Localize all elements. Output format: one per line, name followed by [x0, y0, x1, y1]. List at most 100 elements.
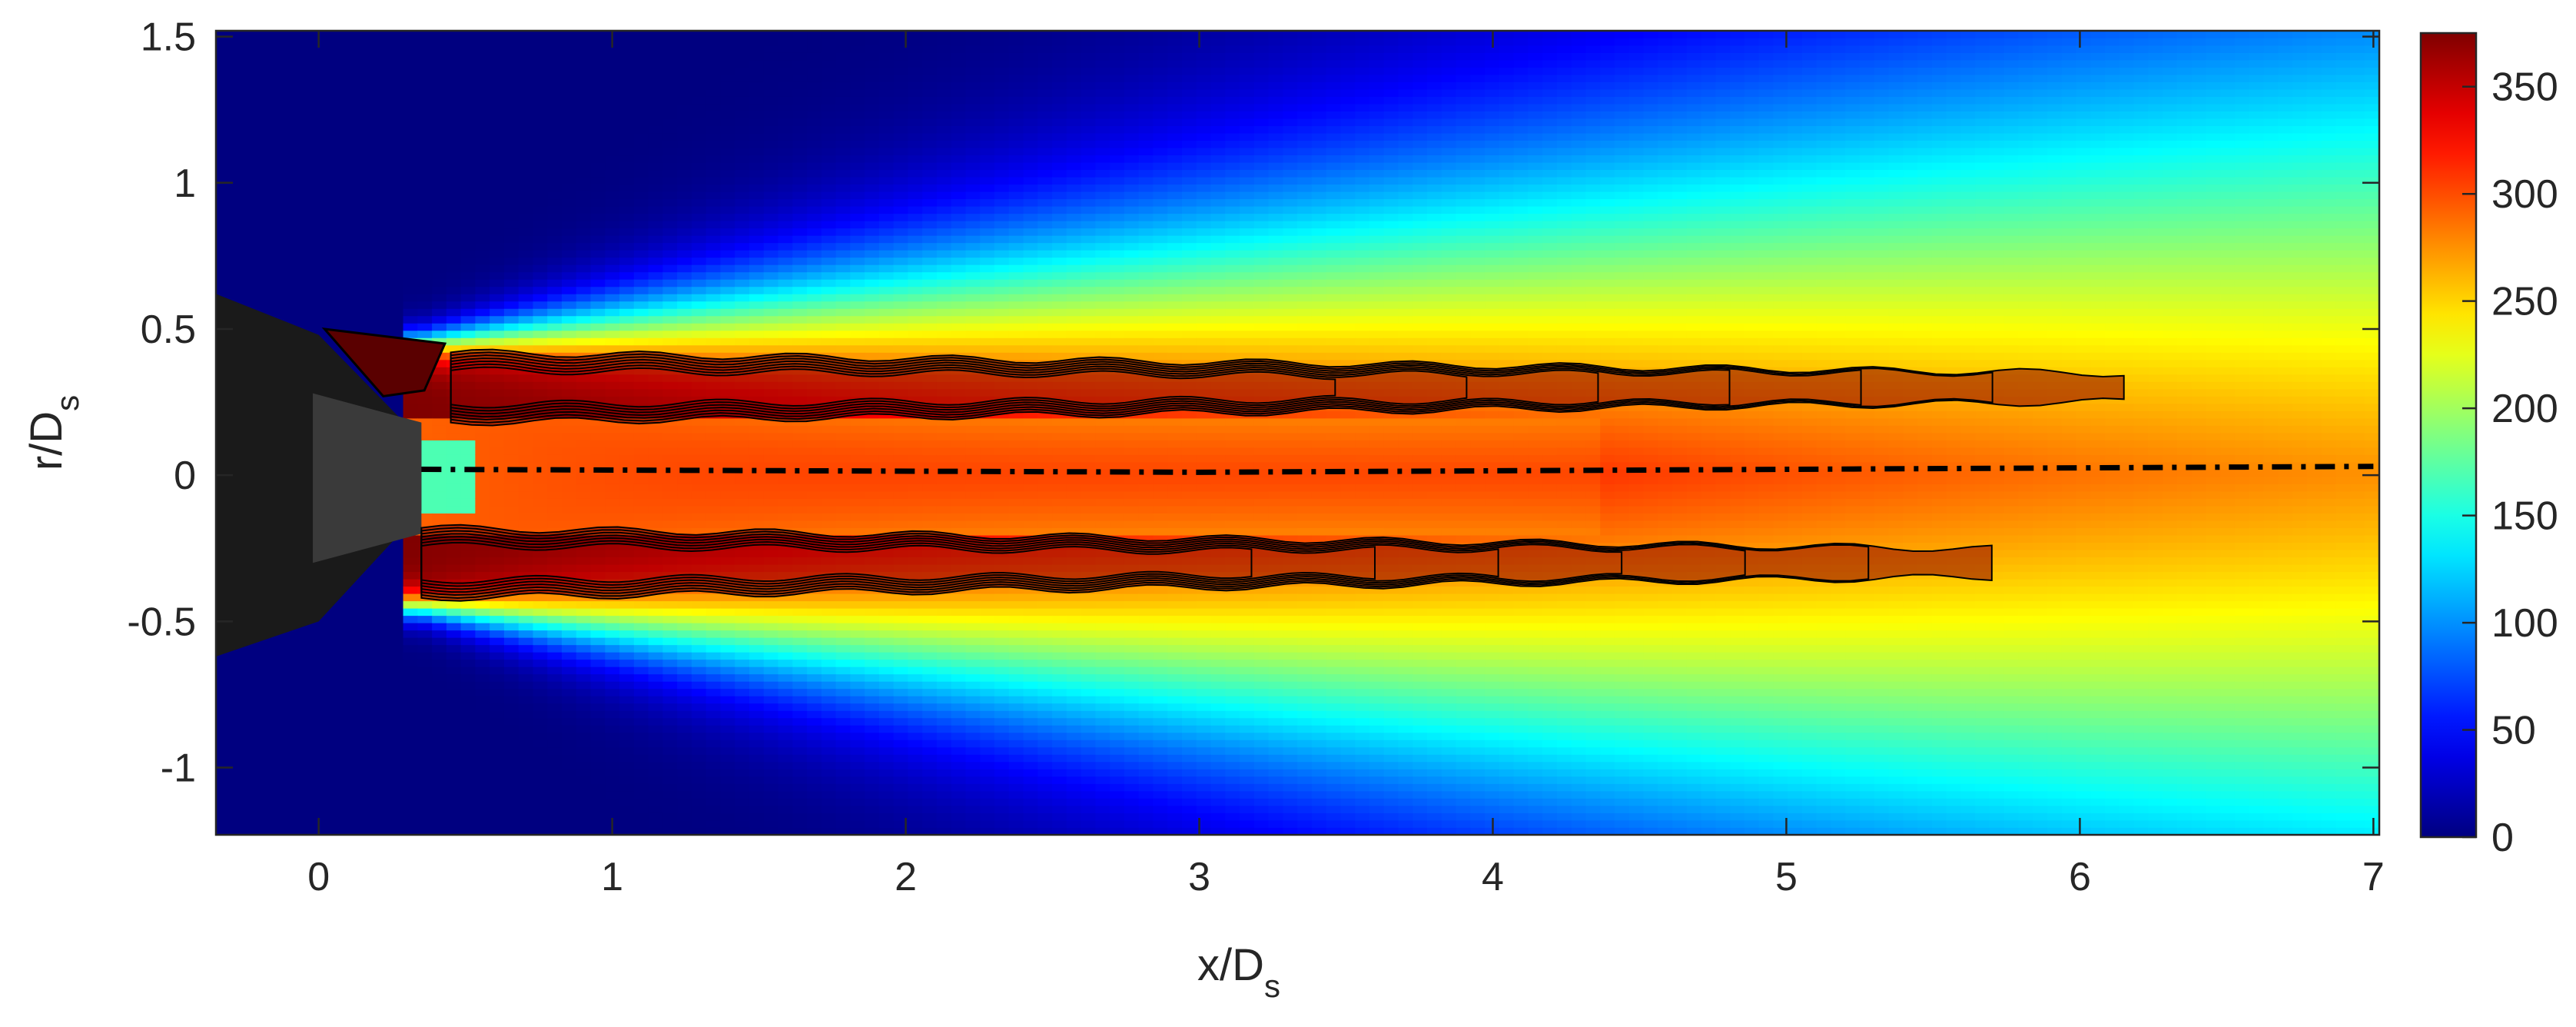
heatmap-cell: [633, 783, 649, 792]
heatmap-cell: [691, 461, 707, 470]
heatmap-cell: [576, 476, 592, 484]
heatmap-cell: [677, 293, 692, 302]
heatmap-cell: [792, 724, 808, 733]
heatmap-cell: [778, 600, 794, 609]
heatmap-cell: [432, 520, 447, 529]
heatmap-cell: [273, 234, 289, 244]
heatmap-cell: [230, 147, 245, 156]
heatmap-cell: [792, 513, 808, 521]
heatmap-cell: [374, 578, 390, 587]
heatmap-cell: [388, 271, 404, 280]
heatmap-cell: [691, 739, 707, 748]
heatmap-cell: [230, 67, 245, 75]
heatmap-cell: [778, 607, 794, 617]
heatmap-cell: [662, 52, 678, 61]
heatmap-cell: [648, 776, 664, 784]
heatmap-cell: [432, 184, 447, 192]
heatmap-cell: [590, 425, 606, 434]
heatmap-cell: [446, 337, 462, 346]
heatmap-cell: [807, 600, 822, 609]
heatmap-cell: [533, 118, 549, 127]
heatmap-cell: [691, 103, 707, 111]
heatmap-cell: [792, 769, 808, 777]
heatmap-cell: [735, 322, 750, 331]
heatmap-cell: [475, 717, 490, 726]
heatmap-cell: [850, 754, 865, 763]
heatmap-cell: [562, 498, 577, 507]
heatmap-cell: [345, 315, 361, 324]
heatmap-cell: [677, 703, 692, 711]
heatmap-cell: [720, 417, 735, 426]
heatmap-cell: [619, 432, 635, 440]
heatmap-cell: [374, 783, 390, 792]
heatmap-cell: [273, 746, 289, 755]
heatmap-cell: [503, 783, 520, 792]
heatmap-cell: [446, 301, 462, 309]
heatmap-cell: [258, 169, 274, 178]
heatmap-cell: [763, 38, 779, 46]
heatmap-cell: [662, 118, 678, 127]
heatmap-cell: [720, 790, 735, 799]
heatmap-cell: [388, 666, 404, 675]
heatmap-cell: [244, 45, 260, 53]
heatmap-cell: [330, 271, 347, 280]
heatmap-cell: [490, 344, 505, 353]
heatmap-cell: [360, 703, 375, 711]
heatmap-cell: [518, 703, 534, 711]
heatmap-cell: [360, 31, 375, 38]
heatmap-cell: [330, 301, 347, 309]
heatmap-cell: [850, 761, 865, 769]
heatmap-cell: [403, 790, 419, 799]
heatmap-cell: [273, 673, 289, 682]
heatmap-cell: [244, 242, 260, 251]
heatmap-cell: [374, 322, 390, 331]
heatmap-cell: [216, 125, 231, 134]
heatmap-cell: [590, 746, 606, 755]
heatmap-cell: [778, 695, 794, 704]
heatmap-cell: [403, 746, 419, 755]
heatmap-cell: [865, 703, 880, 711]
heatmap-cell: [807, 322, 822, 331]
heatmap-cell: [590, 31, 606, 38]
heatmap-cell: [691, 307, 707, 317]
heatmap-cell: [835, 710, 851, 719]
heatmap-cell: [446, 278, 462, 287]
heatmap-cell: [503, 344, 520, 353]
heatmap-cell: [691, 31, 707, 38]
heatmap-cell: [446, 484, 462, 492]
heatmap-cell: [417, 191, 433, 200]
heatmap-cell: [778, 783, 794, 792]
heatmap-cell: [590, 234, 606, 244]
heatmap-cell: [633, 169, 649, 178]
heatmap-cell: [460, 344, 476, 353]
heatmap-cell: [633, 242, 649, 251]
heatmap-cell: [432, 155, 447, 163]
heatmap-cell: [677, 337, 692, 346]
heatmap-cell: [287, 301, 303, 309]
heatmap-cell: [287, 220, 303, 229]
heatmap-cell: [446, 513, 462, 521]
heatmap-cell: [792, 38, 808, 46]
heatmap-cell: [633, 220, 649, 229]
heatmap-cell: [677, 271, 692, 280]
heatmap-cell: [691, 790, 707, 799]
heatmap-cell: [648, 724, 664, 733]
heatmap-cell: [302, 301, 317, 309]
heatmap-cell: [417, 688, 433, 696]
heatmap-cell: [302, 695, 317, 704]
heatmap-cell: [388, 228, 404, 236]
heatmap-cell: [475, 659, 490, 667]
heatmap-cell: [705, 498, 722, 507]
heatmap-cell: [432, 498, 447, 507]
heatmap-cell: [388, 557, 404, 565]
heatmap-cell: [432, 234, 447, 244]
heatmap-cell: [763, 505, 779, 514]
heatmap-cell: [821, 264, 837, 273]
heatmap-cell: [216, 666, 231, 675]
heatmap-cell: [749, 476, 765, 484]
heatmap-cell: [720, 191, 735, 200]
heatmap-cell: [677, 461, 692, 470]
heatmap-cell: [735, 352, 750, 361]
heatmap-cell: [446, 205, 462, 214]
